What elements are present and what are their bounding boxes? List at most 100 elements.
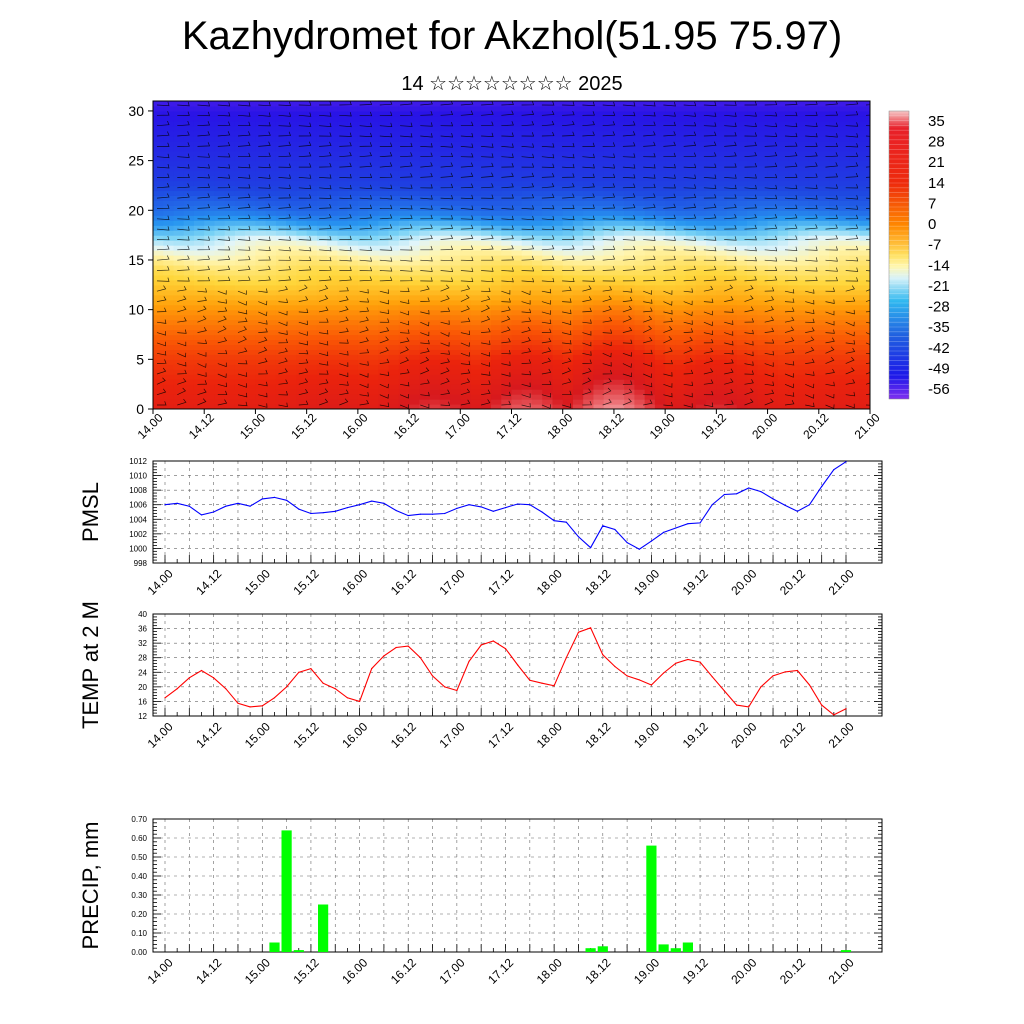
heatmap-cell (613, 215, 625, 221)
heatmap-cell (736, 200, 748, 206)
heatmap-cell (634, 309, 646, 316)
heatmap-cell (357, 175, 369, 182)
wind-barb (177, 387, 186, 396)
heatmap-cell (234, 175, 246, 182)
wind-barb (460, 285, 471, 292)
heatmap-cell (439, 334, 451, 341)
heatmap-cell (788, 314, 799, 321)
heatmap-cell (542, 125, 554, 132)
heatmap-cell (255, 165, 267, 172)
heatmap-cell (255, 235, 267, 241)
heatmap-cell (214, 379, 226, 385)
heatmap-cell (470, 195, 482, 201)
heatmap-cell (552, 205, 564, 211)
wind-barb (217, 183, 231, 189)
heatmap-cell (695, 120, 707, 127)
heatmap-cell (613, 309, 625, 316)
heatmap-cell (234, 359, 246, 365)
heatmap-cell (286, 269, 297, 276)
heatmap-cell (275, 309, 287, 316)
heatmap-cell (275, 230, 287, 236)
wind-barb (541, 215, 555, 221)
heatmap-cell (378, 304, 390, 311)
heatmap-cell (747, 125, 758, 132)
heatmap-cell (583, 130, 595, 137)
heatmap-cell (183, 130, 195, 137)
heatmap-cell (572, 304, 584, 311)
heatmap-cell (296, 110, 308, 117)
heatmap-cell (859, 250, 870, 256)
heatmap-cell (193, 399, 205, 405)
heatmap-cell (624, 230, 636, 236)
heatmap-cell (634, 339, 646, 346)
heatmap-cell (480, 269, 492, 276)
wind-barb (339, 141, 352, 147)
heatmap-cell (306, 359, 318, 365)
wind-barb (319, 246, 332, 252)
heatmap-cell (163, 220, 175, 226)
heatmap-cell (398, 279, 410, 286)
heatmap-cell (767, 309, 779, 316)
wind-barb (318, 398, 329, 406)
wind-barb (339, 389, 349, 396)
heatmap-cell (818, 245, 830, 251)
heatmap-cell (296, 354, 308, 360)
heatmap-cell (593, 175, 605, 182)
heatmap-cell (788, 309, 799, 316)
heatmap-cell (409, 274, 420, 281)
heatmap-cell (808, 101, 820, 107)
heatmap-cell (419, 170, 431, 177)
heatmap-cell (286, 284, 297, 291)
heatmap-cell (562, 374, 574, 380)
heatmap-cell (388, 369, 400, 375)
heatmap-cell (603, 394, 615, 400)
heatmap-cell (337, 259, 349, 266)
heatmap-cell (460, 155, 472, 162)
wind-barb (278, 265, 292, 271)
heatmap-cell (347, 299, 359, 306)
heatmap-cell (542, 235, 554, 241)
heatmap-cell (747, 140, 758, 147)
heatmap-cell (368, 185, 379, 192)
heatmap-cell (644, 220, 656, 226)
heatmap-cell (275, 115, 287, 122)
heatmap-cell (685, 294, 697, 301)
heatmap-cell (808, 314, 820, 321)
heatmap-cell (572, 369, 584, 375)
heatmap-cell (706, 165, 717, 172)
heatmap-cell (193, 289, 205, 296)
heatmap-cell (491, 394, 502, 400)
heatmap-cell (491, 115, 502, 122)
heatmap-cell (480, 205, 492, 211)
heatmap-cell (275, 289, 287, 296)
heatmap-cell (747, 269, 758, 276)
heatmap-cell (234, 264, 246, 271)
wind-barb (319, 101, 332, 106)
heatmap-cell (357, 125, 369, 132)
heatmap-cell (491, 374, 502, 380)
heatmap-cell (562, 125, 574, 132)
heatmap-cell (245, 235, 257, 241)
heatmap-cell (193, 235, 205, 241)
heatmap-cell (204, 125, 216, 132)
wind-barb (460, 194, 474, 200)
heatmap-cell (378, 279, 390, 286)
heatmap-cell (624, 115, 636, 122)
heatmap-cell (234, 279, 246, 286)
heatmap-cell (706, 170, 717, 177)
heatmap-cell (368, 319, 379, 326)
wind-barb (379, 111, 393, 116)
wind-barb (359, 162, 373, 168)
heatmap-cell (173, 314, 185, 321)
heatmap-cell (204, 205, 216, 211)
heatmap-cell (378, 160, 390, 167)
heatmap-cell (685, 274, 697, 281)
heatmap-cell (347, 115, 359, 122)
heatmap-cell (388, 130, 400, 137)
heatmap-cell (654, 394, 666, 400)
heatmap-cell (767, 155, 779, 162)
heatmap-cell (245, 364, 257, 370)
heatmap-cell (409, 399, 420, 405)
heatmap-cell (286, 279, 297, 286)
heatmap-cell (654, 160, 666, 167)
